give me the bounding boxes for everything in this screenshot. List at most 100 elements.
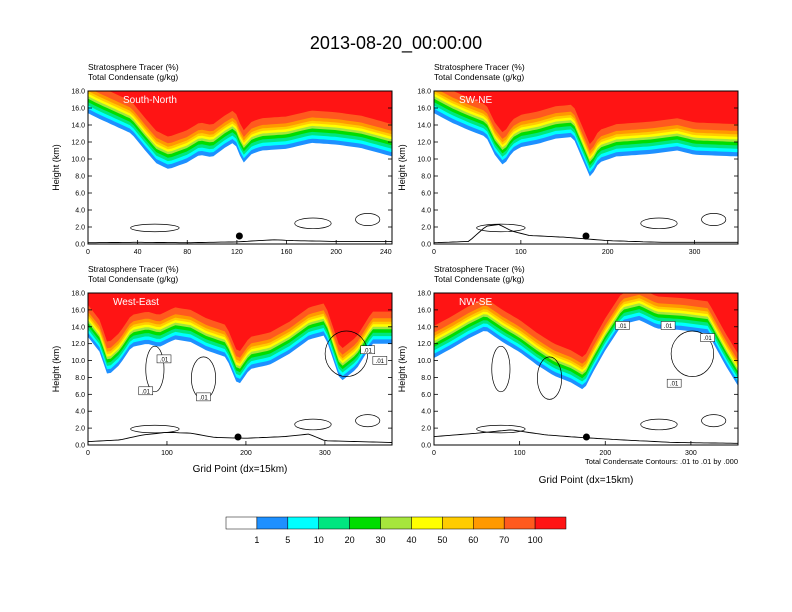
x-tick-label: 300 xyxy=(685,450,697,457)
colorbar-swatch xyxy=(473,516,505,530)
contour-label: .01 xyxy=(142,389,151,395)
colorbar-label: 100 xyxy=(528,535,543,545)
y-tick-label: 6.0 xyxy=(75,191,85,198)
x-tick-label: 100 xyxy=(514,450,526,457)
colorbar-swatch xyxy=(225,516,258,530)
contour-label: .01 xyxy=(664,324,673,330)
colorbar-swatch xyxy=(349,516,381,530)
colorbar-swatch xyxy=(503,516,536,530)
plot-frame xyxy=(87,90,393,245)
y-tick-label: 12.0 xyxy=(417,341,431,348)
x-tick-label: 100 xyxy=(161,450,173,457)
panel-subtitle-tracer: Stratosphere Tracer (%) xyxy=(88,62,179,72)
x-tick-label: 300 xyxy=(689,249,701,256)
plot-area xyxy=(88,91,392,244)
plot-area: .01.01.01.01.01 xyxy=(88,293,392,445)
colorbar-label: 60 xyxy=(468,535,478,545)
y-tick-label: 14.0 xyxy=(417,324,431,331)
contour-label-box xyxy=(372,356,388,365)
y-tick-label: 10.0 xyxy=(71,157,85,164)
y-tick-label: 14.0 xyxy=(71,123,85,130)
panel-subtitle-tracer: Stratosphere Tracer (%) xyxy=(88,264,179,274)
colorbar-swatch xyxy=(411,516,443,530)
condensate-contour xyxy=(294,418,332,431)
y-tick-label: 12.0 xyxy=(71,140,85,147)
x-tick-label: 300 xyxy=(319,450,331,457)
y-tick-label: 0.0 xyxy=(421,242,431,249)
colorbar-label: 1 xyxy=(254,535,259,545)
y-tick-label: 16.0 xyxy=(417,307,431,314)
colorbar-label: 50 xyxy=(437,535,447,545)
colorbar-swatch xyxy=(287,516,319,530)
plot-frame xyxy=(87,292,393,446)
panel-label: NW-SE xyxy=(459,297,492,308)
condensate-contour xyxy=(355,213,381,226)
x-tick-label: 0 xyxy=(86,249,90,256)
colorbar-label: 30 xyxy=(376,535,386,545)
y-tick-label: 18.0 xyxy=(417,291,431,298)
plot-area: .01 .01 .01 .01 xyxy=(434,293,738,445)
y-tick-label: 18.0 xyxy=(71,89,85,96)
tracer-layer-100 xyxy=(434,91,738,145)
condensate-contour xyxy=(701,213,727,226)
condensate-contour xyxy=(640,418,678,431)
contour-label: .01 xyxy=(703,336,712,342)
x-tick-label: 100 xyxy=(515,249,527,256)
panel-nw-se: .01 .01 .01 .01 NW-SE Stratosphere Tracer (%)… xyxy=(397,264,739,486)
y-tick-label: 4.0 xyxy=(421,208,431,215)
tracer-layer-100 xyxy=(88,91,392,137)
colorbar-swatch xyxy=(318,516,350,530)
tracer-layer-100 xyxy=(88,293,392,351)
condensate-contour xyxy=(640,217,678,230)
panel-subtitle-condensate: Total Condensate (g/kg) xyxy=(434,72,524,82)
colorbar-label: 5 xyxy=(285,535,290,545)
x-tick-label: 200 xyxy=(330,249,342,256)
condensate-contour xyxy=(130,424,180,434)
y-tick-label: 8.0 xyxy=(421,174,431,181)
y-tick-label: 12.0 xyxy=(71,341,85,348)
condensate-contour xyxy=(294,217,332,230)
contour-label-box xyxy=(660,321,676,330)
condensate-contour xyxy=(355,414,381,428)
x-tick-label: 200 xyxy=(599,450,611,457)
y-tick-label: 4.0 xyxy=(75,208,85,215)
condensate-contour xyxy=(670,330,715,377)
colorbar-swatch xyxy=(534,516,567,530)
plot-frame xyxy=(433,292,739,446)
contour-note: Total Condensate Contours: .01 to .01 by… xyxy=(585,457,738,466)
contour-label: .01 xyxy=(199,395,208,401)
y-axis-label: Height (km) xyxy=(51,346,61,393)
y-tick-label: 18.0 xyxy=(71,291,85,298)
y-tick-label: 6.0 xyxy=(75,392,85,399)
x-tick-label: 0 xyxy=(432,249,436,256)
y-tick-label: 8.0 xyxy=(421,375,431,382)
panel-sw-ne: SW-NE Stratosphere Tracer (%)Total Conden… xyxy=(397,62,739,256)
y-tick-label: 2.0 xyxy=(421,225,431,232)
figure-title: 2013-08-20_00:00:00 xyxy=(310,33,482,54)
y-tick-label: 6.0 xyxy=(421,392,431,399)
colorbar: 1 5 10 20 30 40 50 60 70 100 xyxy=(225,516,567,545)
condensate-contour xyxy=(145,345,165,393)
condensate-contour xyxy=(476,223,526,233)
x-tick-label: 0 xyxy=(432,450,436,457)
location-marker xyxy=(582,433,590,441)
contour-label-box xyxy=(360,345,375,355)
condensate-contour xyxy=(701,414,727,428)
x-axis-label: Grid Point (dx=15km) xyxy=(193,464,288,475)
contour-label-box xyxy=(156,354,172,364)
contour-label: .01 xyxy=(160,357,169,363)
y-tick-label: 16.0 xyxy=(71,106,85,113)
panel-south-north: South-North Stratosphere Tracer (%)Total … xyxy=(51,62,393,256)
y-tick-label: 14.0 xyxy=(417,123,431,130)
x-tick-label: 40 xyxy=(134,249,142,256)
y-tick-label: 6.0 xyxy=(421,191,431,198)
condensate-contour xyxy=(476,424,526,434)
panel-label: South-North xyxy=(123,95,177,106)
y-tick-label: 4.0 xyxy=(75,409,85,416)
panel-subtitle-tracer: Stratosphere Tracer (%) xyxy=(434,62,525,72)
y-axis-label: Height (km) xyxy=(51,144,61,191)
condensate-contour xyxy=(491,345,511,393)
panel-label: SW-NE xyxy=(459,95,492,106)
contour-label-box xyxy=(615,321,630,330)
